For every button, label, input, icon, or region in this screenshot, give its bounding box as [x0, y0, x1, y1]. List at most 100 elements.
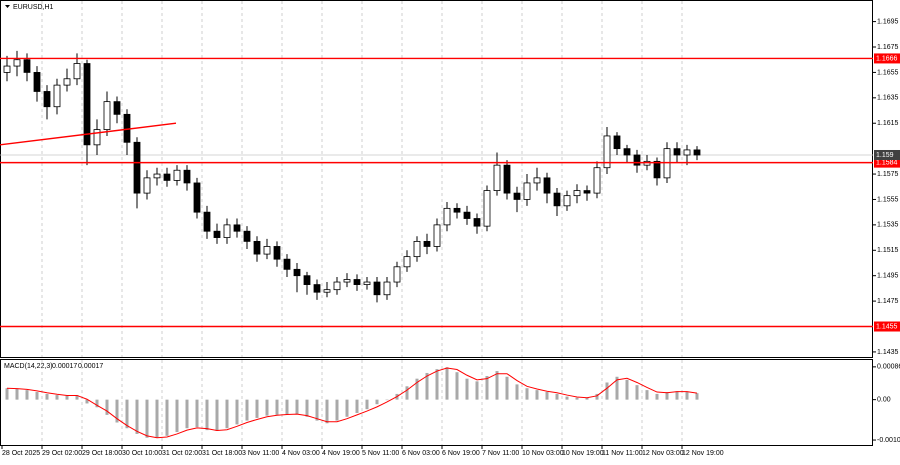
candle-body	[263, 246, 271, 255]
macd-bar	[405, 386, 409, 400]
candle-body	[43, 91, 51, 108]
level-label: 1.1455	[876, 323, 898, 330]
candle-body	[583, 190, 591, 194]
macd-bar	[195, 399, 199, 428]
macd-bar	[85, 399, 89, 404]
macd-bar	[95, 399, 99, 408]
y-tick-label: 1.1615	[877, 120, 899, 127]
macd-bar	[45, 393, 49, 400]
symbol-label: EURUSD,H1	[13, 4, 54, 11]
macd-bar	[385, 399, 389, 401]
macd-bar	[375, 399, 379, 405]
level-label-box	[874, 53, 900, 64]
y-tick-label: 1.1555	[877, 196, 899, 203]
macd-bar	[305, 399, 309, 417]
candle-body	[253, 240, 261, 255]
macd-bar	[475, 381, 479, 400]
y-tick-label: 1.1695	[877, 18, 899, 25]
candle-body	[233, 224, 241, 232]
candle-body	[633, 154, 641, 166]
candle-body	[483, 190, 491, 227]
candle-body	[3, 65, 11, 73]
x-tick-label: 28 Oct 2025	[2, 450, 40, 457]
candle-body	[83, 63, 91, 146]
candle-body	[143, 177, 151, 194]
level-label: 1.1666	[876, 55, 898, 62]
macd-bar	[365, 399, 369, 410]
macd-bar	[25, 390, 29, 400]
y-tick-label: 1.1655	[877, 69, 899, 76]
candle-body	[423, 240, 431, 247]
candle-body	[433, 224, 441, 247]
y-tick-label: 1.1675	[877, 44, 899, 51]
candle-body	[343, 279, 351, 283]
macd-bar	[645, 390, 649, 400]
candle-body	[413, 240, 421, 258]
candle-body	[93, 129, 101, 146]
macd-bar	[135, 399, 139, 434]
candle-body	[353, 279, 361, 285]
x-tick-label: 12 Nov 03:00	[642, 450, 684, 457]
candle-body	[473, 218, 481, 227]
y-tick-label: 1.1635	[877, 95, 899, 102]
x-tick-label: 10 Nov 03:00	[522, 450, 564, 457]
macd-value: 0.00017	[78, 363, 103, 370]
y-tick-label: 1.1495	[877, 273, 899, 280]
macd-bar	[315, 399, 319, 421]
macd-name: MACD(14,22,3)	[4, 363, 53, 370]
candle-body	[323, 289, 331, 293]
macd-y-tick-label: 0.00086	[877, 364, 900, 371]
candle-body	[213, 230, 221, 238]
candle-body	[163, 173, 171, 181]
macd-bar	[615, 376, 619, 400]
candle-body	[173, 169, 181, 181]
level-label-box	[874, 321, 900, 332]
candle-body	[183, 169, 191, 184]
macd-bar	[425, 372, 429, 400]
candle-body	[23, 59, 31, 73]
candle-body	[393, 266, 401, 283]
x-tick-label: 11 Nov 11:00	[602, 450, 643, 457]
candle-body	[453, 207, 461, 213]
candle-body	[503, 164, 511, 194]
candle-body	[103, 101, 111, 130]
macd-bar	[145, 399, 149, 438]
x-tick-label: 7 Nov 11:00	[482, 450, 519, 457]
macd-bar	[435, 369, 439, 400]
candle-body	[463, 211, 471, 219]
x-tick-label: 4 Nov 03:00	[282, 450, 320, 457]
macd-bar	[105, 399, 109, 415]
macd-bar	[55, 395, 59, 400]
macd-bar	[275, 399, 279, 415]
candle-body	[33, 72, 41, 92]
x-tick-label: 10 Nov 19:00	[562, 450, 604, 457]
macd-bar	[675, 391, 679, 400]
macd-bar	[245, 399, 249, 421]
candle-body	[63, 78, 71, 86]
candle-body	[593, 167, 601, 194]
level-label-box	[874, 157, 900, 168]
macd-bar	[665, 392, 669, 400]
x-tick-label: 4 Nov 19:00	[322, 450, 360, 457]
macd-y-tick-label: 0.00	[877, 396, 891, 403]
candle-body	[73, 63, 81, 80]
candle-body	[653, 160, 661, 179]
candle-body	[313, 284, 321, 293]
candle-body	[333, 281, 341, 291]
macd-bar	[525, 388, 529, 400]
x-tick-label: 31 Oct 02:00	[162, 450, 202, 457]
candle-body	[623, 148, 631, 156]
price-pane	[0, 0, 873, 358]
macd-y-tick-label: -0.00106	[877, 437, 900, 444]
x-tick-label: 5 Nov 11:00	[362, 450, 399, 457]
x-tick-label: 6 Nov 03:00	[402, 450, 440, 457]
candle-body	[683, 149, 691, 156]
macd-bar	[455, 372, 459, 400]
macd-bar	[185, 399, 189, 429]
x-tick-label: 30 Oct 10:00	[122, 450, 162, 457]
macd-bar	[535, 390, 539, 400]
macd-bar	[555, 393, 559, 400]
macd-bar	[575, 397, 579, 400]
candle-body	[693, 149, 701, 156]
